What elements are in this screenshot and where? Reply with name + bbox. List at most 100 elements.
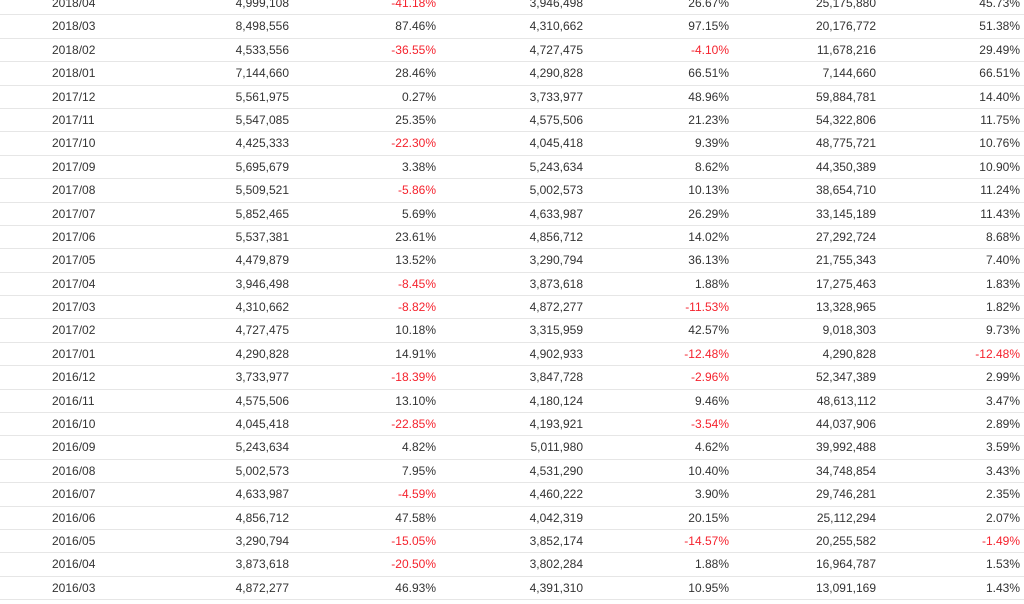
value-cell: 5,537,381 xyxy=(235,229,289,244)
change-cell: -12.48% xyxy=(684,346,729,361)
change-cell: 1.83% xyxy=(985,276,1020,291)
change-cell: 10.13% xyxy=(688,183,729,198)
change-cell: 2.99% xyxy=(985,370,1020,385)
change-cell: 9.46% xyxy=(694,393,729,408)
table-row: 2017/04 3,946,498 -8.45% 3,873,618 1.88% 17,2… xyxy=(0,273,1024,297)
change-cell: 97.15% xyxy=(688,19,729,34)
value-cell: 3,852,174 xyxy=(529,533,583,548)
change-cell: 5.69% xyxy=(401,206,436,221)
change-cell: 47.58% xyxy=(395,510,436,525)
table-row: 2016/09 5,243,634 4.82% 5,011,980 4.62% 39,99… xyxy=(0,436,1024,460)
value-cell: 4,999,108 xyxy=(235,0,289,10)
table-row: 2017/12 5,561,975 0.27% 3,733,977 48.96% 59,8… xyxy=(0,86,1024,109)
change-cell: 66.51% xyxy=(979,66,1020,81)
value-cell: 20,255,582 xyxy=(815,533,876,548)
change-cell: -14.57% xyxy=(684,533,729,548)
value-cell: 20,176,772 xyxy=(815,19,876,34)
month-cell: 2016/11 xyxy=(52,393,95,408)
value-cell: 5,695,679 xyxy=(235,159,289,174)
value-cell: 25,175,880 xyxy=(815,0,876,10)
table-row: 2018/04 4,999,108 -41.18% 3,946,498 26.67% 25… xyxy=(0,0,1024,16)
change-cell: 8.62% xyxy=(694,159,729,174)
change-cell: -20.50% xyxy=(391,557,436,572)
month-cell: 2017/01 xyxy=(52,346,96,361)
table-row: 2018/02 4,533,556 -36.55% 4,727,475 -4.10% 11… xyxy=(0,39,1024,63)
month-cell: 2016/04 xyxy=(52,557,96,572)
month-cell: 2017/11 xyxy=(52,112,95,127)
month-cell: 2016/12 xyxy=(52,370,96,385)
month-cell: 2018/04 xyxy=(52,0,96,10)
value-cell: 4,290,828 xyxy=(822,346,876,361)
value-cell: 39,992,488 xyxy=(815,440,876,455)
table-row: 2018/01 7,144,660 28.46% 4,290,828 66.51% 7,1… xyxy=(0,62,1024,86)
change-cell: 46.93% xyxy=(395,580,436,595)
change-cell: 20.15% xyxy=(688,510,729,525)
month-cell: 2016/09 xyxy=(52,440,96,455)
value-cell: 4,872,277 xyxy=(529,300,583,315)
change-cell: 10.95% xyxy=(688,580,729,595)
value-cell: 4,575,506 xyxy=(529,112,583,127)
change-cell: 36.13% xyxy=(688,253,729,268)
value-cell: 13,091,169 xyxy=(815,580,876,595)
value-cell: 48,775,721 xyxy=(815,136,876,151)
month-cell: 2018/01 xyxy=(52,66,96,81)
change-cell: 14.91% xyxy=(395,346,436,361)
change-cell: 7.40% xyxy=(985,253,1020,268)
change-cell: 3.59% xyxy=(985,440,1020,455)
change-cell: 23.61% xyxy=(395,229,436,244)
change-cell: 29.49% xyxy=(979,42,1020,57)
change-cell: 42.57% xyxy=(688,323,729,338)
value-cell: 3,847,728 xyxy=(529,370,583,385)
change-cell: 21.23% xyxy=(688,112,729,127)
value-cell: 4,479,879 xyxy=(235,253,289,268)
change-cell: 48.96% xyxy=(688,89,729,104)
table-row: 2016/05 3,290,794 -15.05% 3,852,174 -14.57% 2… xyxy=(0,530,1024,554)
change-cell: 1.43% xyxy=(985,580,1020,595)
value-cell: 17,275,463 xyxy=(815,276,876,291)
table-row: 2016/07 4,633,987 -4.59% 4,460,222 3.90% 29,7… xyxy=(0,483,1024,507)
value-cell: 3,873,618 xyxy=(529,276,583,291)
change-cell: -18.39% xyxy=(391,370,436,385)
month-cell: 2017/10 xyxy=(52,136,96,151)
value-cell: 3,733,977 xyxy=(235,370,289,385)
change-cell: 9.39% xyxy=(694,136,729,151)
change-cell: 0.27% xyxy=(401,89,436,104)
table-row: 2017/05 4,479,879 13.52% 3,290,794 36.13% 21,… xyxy=(0,249,1024,273)
table-row: 2016/12 3,733,977 -18.39% 3,847,728 -2.96% 52… xyxy=(0,366,1024,390)
value-cell: 5,547,085 xyxy=(235,112,289,127)
month-cell: 2017/04 xyxy=(52,276,96,291)
value-cell: 33,145,189 xyxy=(815,206,876,221)
change-cell: -4.59% xyxy=(397,487,436,502)
value-cell: 5,002,573 xyxy=(529,183,583,198)
value-cell: 5,561,975 xyxy=(235,89,289,104)
value-cell: 4,902,933 xyxy=(529,346,583,361)
change-cell: 28.46% xyxy=(395,66,436,81)
change-cell: -11.53% xyxy=(685,300,729,315)
value-cell: 3,290,794 xyxy=(529,253,583,268)
value-cell: 7,144,660 xyxy=(235,66,289,81)
value-cell: 54,322,806 xyxy=(815,112,876,127)
change-cell: 11.43% xyxy=(980,206,1020,221)
value-cell: 4,180,124 xyxy=(529,393,583,408)
month-cell: 2017/05 xyxy=(52,253,96,268)
value-cell: 27,292,724 xyxy=(815,229,876,244)
month-cell: 2017/06 xyxy=(52,229,96,244)
value-cell: 25,112,294 xyxy=(816,510,876,525)
change-cell: 9.73% xyxy=(985,323,1020,338)
change-cell: -8.82% xyxy=(397,300,436,315)
value-cell: 44,350,389 xyxy=(815,159,876,174)
value-cell: 7,144,660 xyxy=(822,66,876,81)
value-cell: 5,011,980 xyxy=(530,440,584,455)
value-cell: 3,290,794 xyxy=(235,533,289,548)
change-cell: 13.10% xyxy=(395,393,436,408)
month-cell: 2017/07 xyxy=(52,206,96,221)
change-cell: -8.45% xyxy=(397,276,436,291)
value-cell: 3,946,498 xyxy=(235,276,289,291)
change-cell: 14.02% xyxy=(688,229,729,244)
value-cell: 4,575,506 xyxy=(235,393,289,408)
change-cell: 10.40% xyxy=(688,463,729,478)
value-cell: 4,193,921 xyxy=(529,417,583,432)
value-cell: 4,727,475 xyxy=(235,323,289,338)
value-cell: 4,633,987 xyxy=(235,487,289,502)
